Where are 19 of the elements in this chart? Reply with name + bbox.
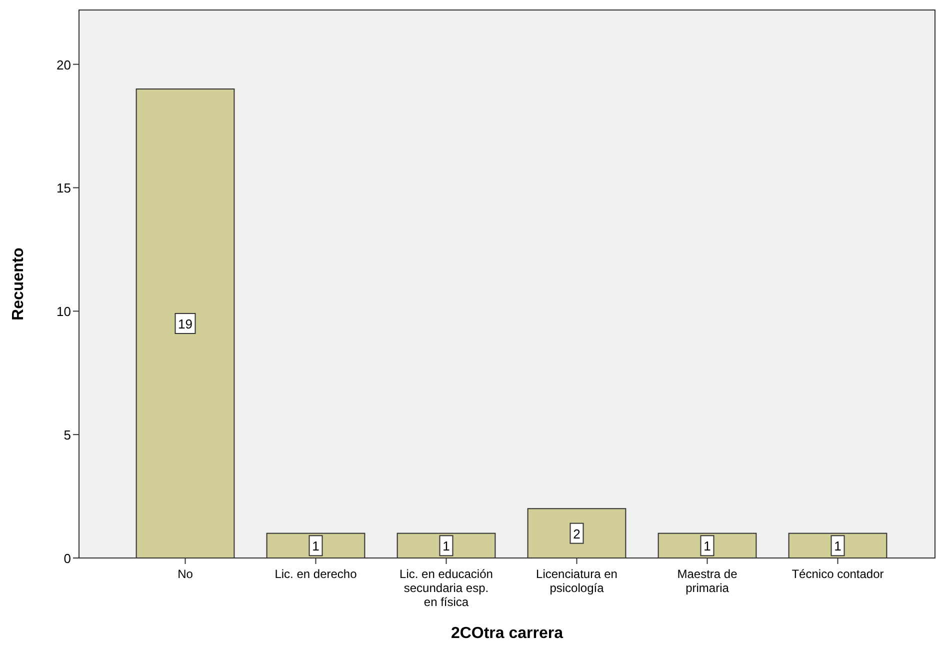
- x-tick-label: Lic. en derecho: [274, 567, 358, 581]
- data-label: 19: [178, 316, 192, 332]
- x-tick-label: Técnico contador: [792, 567, 884, 581]
- data-label: 1: [442, 538, 450, 554]
- x-tick-label: No: [178, 567, 194, 581]
- x-tick-label: Lic. en educación secundaria esp. en física: [400, 567, 493, 609]
- x-axis-title: 2COtra carrera: [450, 625, 564, 642]
- y-tick-label: 10: [56, 304, 71, 320]
- data-label: 1: [704, 538, 711, 554]
- y-tick-label: 5: [64, 428, 71, 443]
- data-label: 1: [834, 538, 842, 554]
- y-tick-label: 20: [56, 57, 71, 72]
- data-label: 1: [312, 538, 320, 554]
- x-tick-label: Maestra de primaria: [677, 567, 738, 595]
- data-label: 2: [573, 526, 580, 542]
- x-tick-label: Licenciatura en psicología: [536, 567, 618, 595]
- y-tick-label: 15: [56, 180, 71, 196]
- y-axis-title: Recuento: [10, 247, 27, 320]
- y-tick-label: 0: [64, 551, 71, 566]
